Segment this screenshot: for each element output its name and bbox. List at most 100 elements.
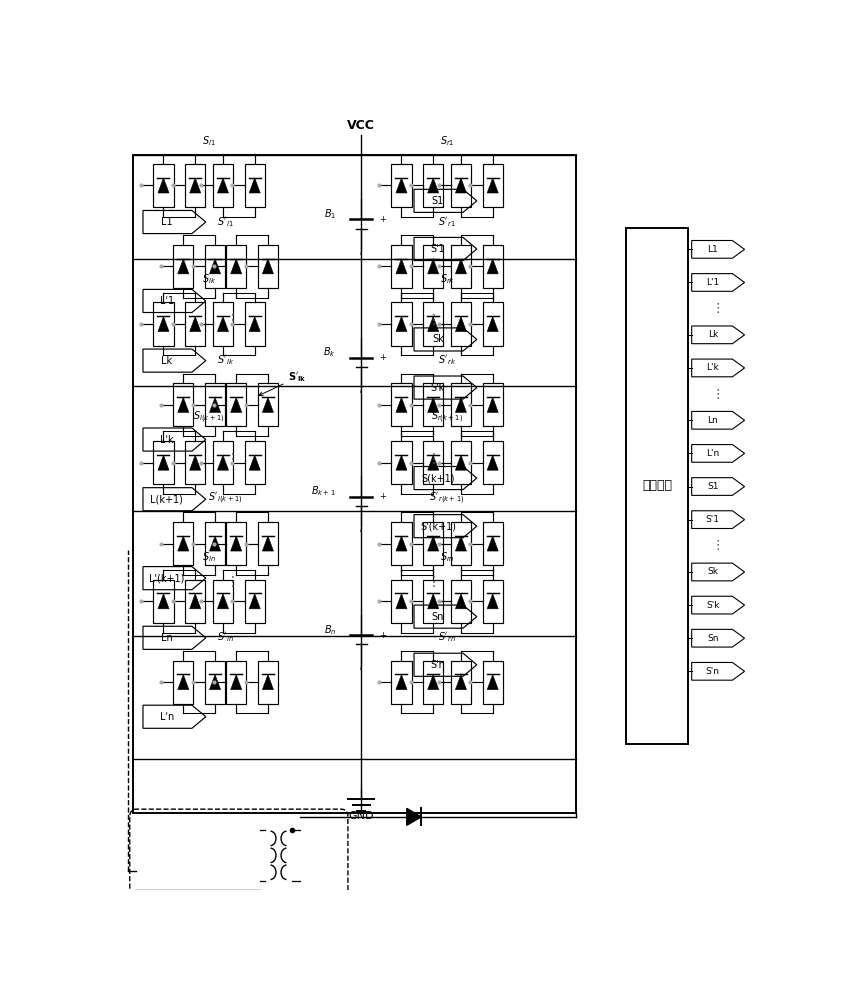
Bar [482, 383, 503, 426]
Polygon shape [210, 397, 221, 412]
Polygon shape [427, 594, 438, 609]
Text: L'k: L'k [705, 363, 718, 372]
Bar [450, 245, 470, 288]
Text: S'n: S'n [705, 667, 719, 676]
Polygon shape [395, 675, 406, 690]
Text: $S_{r(k+1)}$: $S_{r(k+1)}$ [430, 410, 463, 425]
Bar [625, 228, 688, 744]
Polygon shape [262, 259, 273, 274]
Polygon shape [217, 178, 228, 193]
Text: Sn: Sn [706, 634, 717, 643]
Polygon shape [427, 536, 438, 551]
Polygon shape [455, 259, 466, 274]
Polygon shape [486, 455, 498, 470]
Polygon shape [189, 317, 200, 332]
Polygon shape [486, 259, 498, 274]
Text: GND: GND [348, 811, 373, 821]
Text: S1: S1 [706, 482, 717, 491]
Polygon shape [210, 259, 221, 274]
Text: L'k: L'k [160, 435, 174, 445]
Polygon shape [210, 536, 221, 551]
Polygon shape [158, 178, 169, 193]
Polygon shape [486, 178, 498, 193]
Bar [450, 661, 470, 704]
Polygon shape [230, 675, 241, 690]
Bar [245, 302, 265, 346]
Polygon shape [262, 397, 273, 412]
Text: L'1: L'1 [705, 278, 718, 287]
Bar [391, 302, 412, 346]
Polygon shape [210, 675, 221, 690]
Polygon shape [395, 397, 406, 412]
Bar [245, 580, 265, 623]
Bar [173, 383, 193, 426]
Polygon shape [158, 594, 169, 609]
Bar [482, 580, 503, 623]
Bar [257, 661, 278, 704]
Bar [450, 522, 470, 565]
Bar [257, 383, 278, 426]
Bar [450, 441, 470, 484]
Polygon shape [177, 397, 188, 412]
Bar [153, 302, 174, 346]
Polygon shape [249, 594, 260, 609]
Text: L'(k+1): L'(k+1) [149, 573, 184, 583]
Text: $B_{k+1}$: $B_{k+1}$ [311, 484, 336, 498]
Polygon shape [455, 594, 466, 609]
Bar [423, 441, 443, 484]
Bar [482, 164, 503, 207]
Text: $\mathbf{S'_{lk}}$: $\mathbf{S'_{lk}}$ [258, 370, 307, 396]
Text: $S'_{l(k+1)}$: $S'_{l(k+1)}$ [208, 490, 243, 506]
Text: $S'_{r1}$: $S'_{r1}$ [438, 215, 455, 229]
Text: $S_{rk}$: $S_{rk}$ [439, 273, 454, 286]
Text: L'n: L'n [159, 712, 174, 722]
Text: $S'_{rn}$: $S'_{rn}$ [438, 631, 456, 644]
Polygon shape [230, 259, 241, 274]
Bar [482, 302, 503, 346]
Polygon shape [427, 675, 438, 690]
Text: S'1: S'1 [430, 244, 445, 254]
Text: $S'_{lk}$: $S'_{lk}$ [216, 353, 234, 367]
Polygon shape [177, 536, 188, 551]
Polygon shape [486, 594, 498, 609]
Bar [185, 580, 205, 623]
Text: i: i [360, 248, 362, 257]
Polygon shape [395, 317, 406, 332]
Polygon shape [217, 455, 228, 470]
Text: Lk: Lk [161, 356, 172, 366]
Polygon shape [177, 675, 188, 690]
Polygon shape [427, 317, 438, 332]
Text: $S_{rn}$: $S_{rn}$ [439, 550, 454, 564]
Polygon shape [230, 397, 241, 412]
Bar [482, 441, 503, 484]
Polygon shape [455, 178, 466, 193]
Bar [391, 661, 412, 704]
Bar [450, 383, 470, 426]
Text: S'(k+1): S'(k+1) [419, 521, 455, 531]
Bar [204, 245, 225, 288]
Bar [185, 164, 205, 207]
Polygon shape [189, 455, 200, 470]
Text: L'1: L'1 [159, 296, 174, 306]
Text: ⋮: ⋮ [711, 388, 723, 401]
Bar [212, 302, 233, 346]
Bar [185, 302, 205, 346]
Bar [391, 245, 412, 288]
Polygon shape [249, 178, 260, 193]
Text: $S_{lk}$: $S_{lk}$ [202, 273, 216, 286]
Text: Sk: Sk [706, 567, 717, 576]
Polygon shape [177, 259, 188, 274]
Bar [204, 522, 225, 565]
Polygon shape [486, 675, 498, 690]
Polygon shape [395, 594, 406, 609]
Text: 控制电路: 控制电路 [642, 479, 671, 492]
Bar [173, 245, 193, 288]
Text: Lk: Lk [707, 330, 717, 339]
Bar [391, 383, 412, 426]
Text: L'n: L'n [705, 449, 718, 458]
Polygon shape [427, 259, 438, 274]
Text: ⋮: ⋮ [711, 539, 723, 552]
Polygon shape [249, 455, 260, 470]
Text: ⋮: ⋮ [225, 575, 239, 589]
Text: $S_{l1}$: $S_{l1}$ [202, 134, 216, 148]
